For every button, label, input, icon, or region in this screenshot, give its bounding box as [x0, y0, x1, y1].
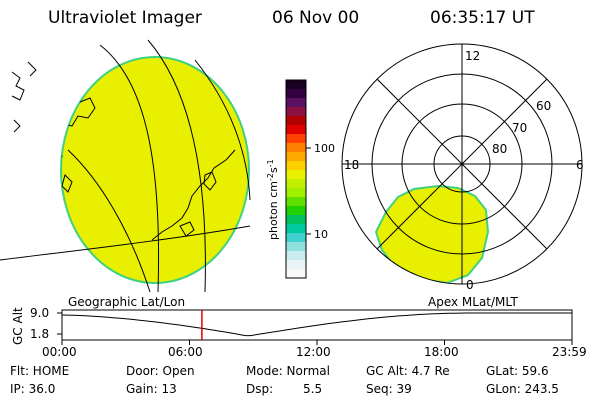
colorbar-swatch: [286, 233, 306, 243]
colorbar-swatch: [286, 98, 306, 108]
ip-value: IP: 36.0: [10, 382, 56, 396]
polar-label-70: 70: [512, 121, 527, 135]
polar-label-6: 6: [576, 158, 584, 172]
colorbar-unit-label: photon cm-2s-1: [266, 159, 280, 240]
gc-altitude: GC Alt: 4.7 Re: [366, 364, 450, 378]
colorbar-swatch: [286, 161, 306, 171]
lon-line-3: [147, 39, 206, 292]
polar-label-80: 80: [492, 142, 507, 156]
polar-label-18: 18: [344, 158, 359, 172]
geographic-longitude: GLon: 243.5: [486, 382, 559, 396]
colorbar-label-100: 100: [314, 142, 335, 155]
altitude-y-bottom: 1.8: [30, 327, 49, 341]
colorbar-swatch: [286, 170, 306, 180]
edge-coast-2: [27, 61, 37, 77]
altitude-x-ticks: [61, 340, 573, 345]
gain-value: Gain: 13: [126, 382, 177, 396]
colorbar-label-10: 10: [314, 228, 328, 241]
colorbar-swatch: [286, 197, 306, 207]
altitude-x-label-2: 12:00: [296, 345, 331, 359]
altitude-x-label-0: 00:00: [42, 345, 77, 359]
colorbar-swatch: [286, 206, 306, 216]
dsp-value: 5.5: [303, 382, 323, 396]
polar-label-0: 0: [466, 278, 474, 292]
lon-line-4: [194, 59, 251, 201]
date-label: 06 Nov 00: [272, 8, 360, 28]
colorbar-swatch: [286, 188, 306, 198]
coastlines: [61, 94, 236, 281]
instrument-title: Ultraviolet Imager: [48, 8, 202, 28]
mode-value: Mode: Normal: [246, 364, 330, 378]
colorbar-swatch: [286, 143, 306, 153]
dsp-label: Dsp:: [246, 382, 274, 396]
colorbar-swatch: [286, 224, 306, 234]
edge-coast-3: [13, 119, 21, 133]
colorbar-swatch: [286, 215, 306, 225]
lon-line-1: [67, 149, 151, 292]
geographic-map-label: Geographic Lat/Lon: [68, 295, 186, 309]
polar-label-12: 12: [465, 49, 480, 63]
colorbar-swatch: [286, 269, 306, 279]
colorbar-swatch: [286, 179, 306, 189]
polar-label-60: 60: [536, 99, 551, 113]
colorbar-swatch: [286, 251, 306, 261]
colorbar-swatch: [286, 107, 306, 117]
altitude-x-label-4: 23:59: [552, 345, 587, 359]
colorbar-frame: [285, 79, 307, 279]
colorbar: 100 10 photon cm-2s-1: [266, 79, 335, 279]
sequence-value: Seq: 39: [366, 382, 412, 396]
colorbar-swatch: [286, 242, 306, 252]
aurora-image-geographic: [60, 56, 250, 284]
altitude-x-label-1: 06:00: [168, 345, 203, 359]
time-label: 06:35:17 UT: [430, 8, 535, 28]
altitude-curve: [61, 312, 572, 337]
polar-diagonal-2: [376, 78, 548, 250]
colorbar-swatch: [286, 80, 306, 90]
colorbar-swatch: [286, 116, 306, 126]
colorbar-swatches: [286, 80, 306, 279]
colorbar-swatch: [286, 260, 306, 270]
colorbar-swatch: [286, 125, 306, 135]
colorbar-swatch: [286, 89, 306, 99]
geographic-map: [0, 39, 251, 292]
altitude-y-top: 9.0: [30, 306, 49, 320]
lon-line-2: [99, 44, 160, 292]
apex-map-label: Apex MLat/MLT: [428, 295, 518, 309]
colorbar-swatch: [286, 152, 306, 162]
door-status: Door: Open: [126, 364, 195, 378]
geographic-latitude: GLat: 59.6: [486, 364, 549, 378]
edge-coast-1: [11, 71, 25, 101]
flight-status: Flt: HOME: [10, 364, 70, 378]
lat-line: [0, 225, 251, 261]
altitude-x-label-3: 18:00: [424, 345, 459, 359]
altitude-axis-label: GC Alt: [11, 307, 25, 345]
colorbar-swatch: [286, 134, 306, 144]
altitude-plot: GC Alt 9.0 1.8: [11, 306, 573, 345]
polar-plot: 12 18 6 0 60 70 80: [341, 43, 584, 292]
aurora-image-polar: [374, 184, 490, 284]
